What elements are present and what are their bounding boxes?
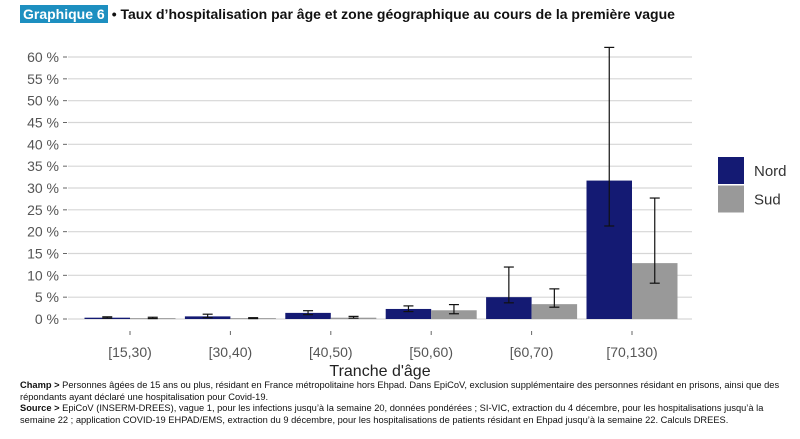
title-text: • Taux d’hospitalisation par âge et zone… — [111, 6, 675, 22]
bar-nord — [285, 312, 331, 319]
bar-sud — [531, 304, 578, 319]
y-tick-label: 35 % — [27, 158, 59, 174]
x-axis-title: Tranche d'âge — [329, 363, 430, 380]
y-tick-label: 60 % — [27, 49, 59, 65]
bar-nord — [385, 308, 432, 319]
y-tick-label: 20 % — [27, 224, 59, 240]
champ-note: Champ > Personnes âgées de 15 ans ou plu… — [20, 380, 780, 402]
y-tick-label: 0 % — [35, 311, 59, 327]
y-tick-label: 55 % — [27, 71, 59, 87]
y-tick-label: 45 % — [27, 115, 59, 131]
y-tick-label: 5 % — [35, 289, 59, 305]
x-tick-label: [40,50) — [309, 344, 353, 360]
chart-title: Graphique 6 • Taux d’hospitalisation par … — [20, 5, 675, 23]
bar-sud — [431, 310, 477, 319]
legend-swatch-nord — [718, 157, 744, 184]
figure-badge: Graphique 6 — [20, 5, 108, 23]
legend-label: Sud — [754, 192, 781, 209]
bar-nord — [486, 297, 532, 319]
source-note: Source > EpiCoV (INSERM-DREES), vague 1,… — [20, 403, 764, 425]
x-tick-label: [60,70) — [510, 344, 554, 360]
y-tick-label: 10 % — [27, 267, 59, 283]
x-tick-label: [70,130) — [606, 344, 657, 360]
x-tick-label: [15,30) — [108, 344, 152, 360]
x-tick-label: [50,60) — [409, 344, 453, 360]
legend-swatch-sud — [718, 185, 744, 213]
bar-chart: 0 % 5 % 10 % 15 % 20 % 25 % 30 % 35 % 40 % 45 % 50… — [27, 46, 787, 380]
y-tick-label: 15 % — [27, 246, 59, 262]
chart-notes: Champ > Personnes âgées de 15 ans ou plu… — [20, 380, 790, 426]
y-tick-label: 25 % — [27, 202, 59, 218]
legend-label: Nord — [754, 163, 787, 180]
y-tick-label: 30 % — [27, 180, 59, 196]
y-tick-label: 50 % — [27, 93, 59, 109]
y-tick-label: 40 % — [27, 136, 59, 152]
x-tick-label: [30,40) — [209, 344, 253, 360]
